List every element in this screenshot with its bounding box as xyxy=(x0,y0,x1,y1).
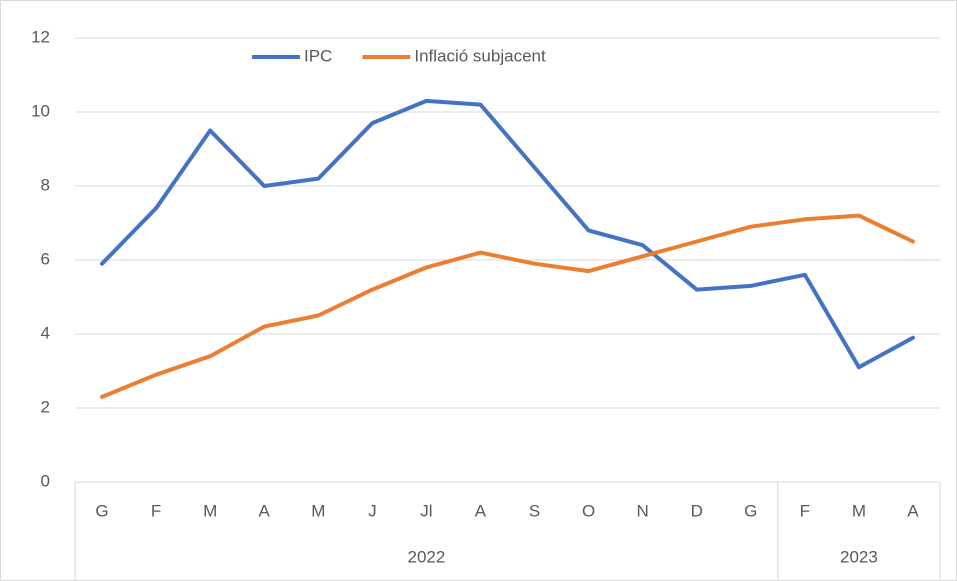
series-line xyxy=(100,98,915,370)
legend-label: IPC xyxy=(304,46,332,65)
y-tick-label: 4 xyxy=(41,323,50,342)
series-line xyxy=(100,213,915,399)
x-tick-label: J xyxy=(368,501,377,520)
y-tick-label: 8 xyxy=(41,175,50,194)
y-tick-label: 12 xyxy=(31,27,50,46)
x-tick-label: Jl xyxy=(420,501,432,520)
x-tick-label: D xyxy=(691,501,703,520)
x-tick-label: A xyxy=(907,501,919,520)
y-tick-label: 0 xyxy=(41,471,50,490)
x-tick-label: S xyxy=(529,501,540,520)
group-label: 2022 xyxy=(407,547,445,566)
legend-label: Inflació subjacent xyxy=(414,46,546,65)
group-label: 2023 xyxy=(840,547,878,566)
x-tick-label: M xyxy=(203,501,217,520)
y-tick-label: 2 xyxy=(41,397,50,416)
x-tick-label: O xyxy=(582,501,595,520)
y-tick-label: 6 xyxy=(41,249,50,268)
x-tick-label: A xyxy=(475,501,487,520)
x-tick-label: F xyxy=(151,501,161,520)
y-tick-label: 10 xyxy=(31,101,50,120)
x-tick-label: A xyxy=(259,501,271,520)
x-tick-label: F xyxy=(800,501,810,520)
x-tick-label: M xyxy=(852,501,866,520)
x-tick-label: M xyxy=(311,501,325,520)
x-tick-label: N xyxy=(637,501,649,520)
x-tick-label: G xyxy=(95,501,108,520)
x-tick-label: G xyxy=(744,501,757,520)
